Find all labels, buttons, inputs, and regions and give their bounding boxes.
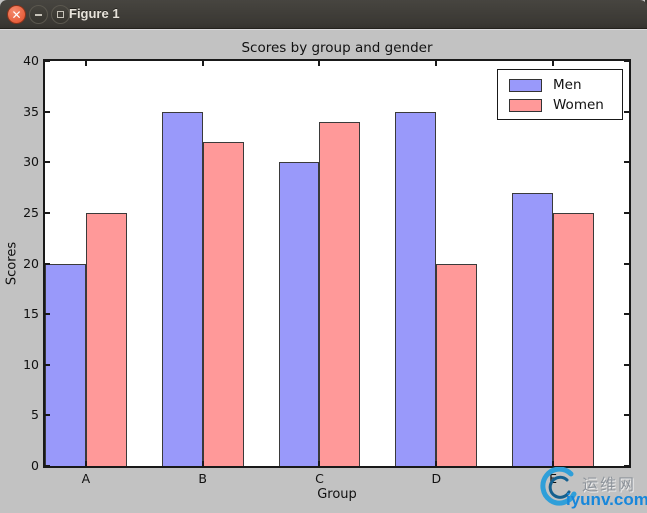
close-button[interactable]: ✕ — [7, 5, 26, 24]
legend-label: Women — [553, 97, 604, 113]
x-tick — [201, 61, 204, 66]
x-tick — [84, 61, 87, 66]
y-tick — [45, 313, 50, 316]
x-tick — [552, 461, 555, 466]
y-tick-label: 25 — [23, 204, 39, 220]
watermark: 运维网 iyunv.com — [536, 464, 647, 513]
y-tick — [45, 363, 50, 366]
y-tick-label: 20 — [23, 255, 39, 271]
y-tick — [45, 211, 50, 214]
bar-men-C — [278, 162, 320, 466]
x-tick — [435, 461, 438, 466]
minimize-button[interactable] — [29, 5, 48, 24]
y-tick — [45, 161, 50, 164]
x-tick — [201, 461, 204, 466]
x-tick — [435, 61, 438, 66]
legend-label: Men — [553, 77, 582, 93]
x-axis-label: Group — [317, 487, 357, 502]
y-tick — [45, 60, 50, 62]
x-tick-label: D — [431, 471, 442, 486]
y-tick-label: 40 — [23, 53, 39, 68]
y-tick-label: 0 — [31, 458, 39, 473]
y-tick — [45, 110, 50, 113]
minimize-icon — [35, 14, 42, 16]
y-tick-label: 30 — [23, 154, 39, 170]
y-tick — [624, 414, 629, 417]
y-tick — [624, 363, 629, 366]
x-tick-label: B — [198, 471, 207, 486]
y-tick — [45, 465, 50, 467]
maximize-button[interactable] — [51, 5, 70, 24]
legend-row: Men — [498, 75, 622, 95]
watermark-text-cn: 运维网 — [582, 475, 637, 494]
watermark-url: iyunv.com — [566, 490, 647, 509]
window-title: Figure 1 — [69, 6, 120, 21]
window-titlebar[interactable]: ✕ Figure 1 — [0, 0, 647, 29]
legend: Men Women — [497, 69, 623, 120]
legend-swatch-women — [509, 98, 542, 112]
y-tick — [624, 211, 629, 214]
x-tick — [318, 461, 321, 466]
bar-women-A — [85, 212, 127, 466]
y-tick — [624, 60, 629, 62]
y-tick-label: 35 — [23, 103, 39, 119]
bar-women-C — [319, 121, 361, 466]
legend-swatch-men — [509, 78, 542, 92]
bar-women-D — [436, 263, 478, 466]
swirl-logo-icon — [540, 467, 577, 506]
chart-title: Scores by group and gender — [241, 40, 433, 56]
x-tick — [84, 461, 87, 466]
bar-men-B — [161, 111, 203, 466]
y-tick-label: 10 — [23, 356, 39, 372]
bar-women-B — [202, 142, 244, 466]
bar-men-A — [45, 263, 86, 466]
legend-row: Women — [498, 95, 622, 115]
y-tick — [45, 414, 50, 417]
maximize-icon — [57, 11, 64, 18]
y-tick — [624, 262, 629, 265]
bar-men-D — [395, 111, 437, 466]
x-tick — [318, 61, 321, 66]
x-tick-label: C — [315, 471, 324, 486]
x-tick — [552, 61, 555, 66]
close-icon: ✕ — [11, 8, 22, 22]
y-tick-label: 15 — [23, 306, 39, 322]
bar-women-E — [553, 212, 594, 466]
plot-area — [43, 59, 631, 468]
figure-canvas: Scores by group and gender Scores Group … — [0, 29, 647, 513]
y-tick-label: 5 — [31, 407, 39, 423]
y-tick — [624, 465, 629, 467]
y-tick — [624, 161, 629, 164]
x-tick-label: A — [81, 471, 91, 486]
y-tick — [624, 313, 629, 316]
bar-men-E — [512, 192, 554, 466]
y-tick — [45, 262, 50, 265]
y-tick — [624, 110, 629, 113]
